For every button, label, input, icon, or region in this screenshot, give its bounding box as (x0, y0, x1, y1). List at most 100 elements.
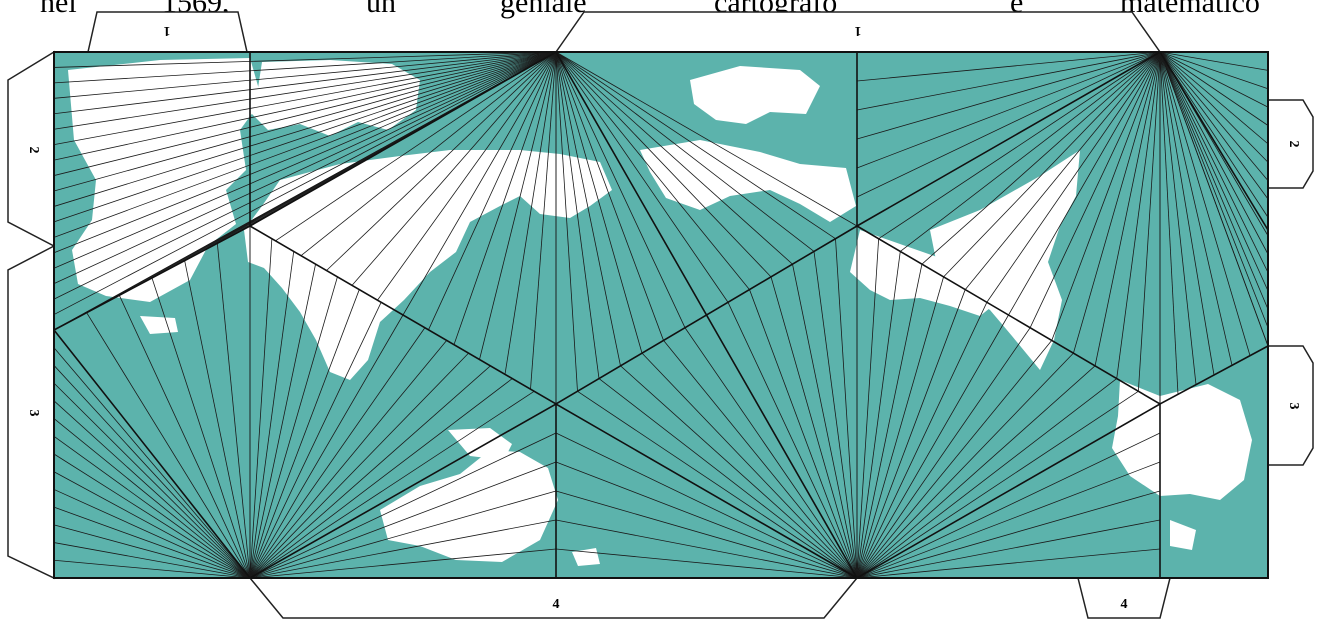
face-boundaries (53, 51, 1269, 579)
projection-ray (555, 51, 836, 240)
header-word: nel (40, 0, 77, 19)
projection-ray (1159, 51, 1269, 218)
projection-ray (856, 51, 1161, 140)
land-mass-east-peninsula (850, 230, 1000, 316)
projection-ray (1159, 51, 1269, 163)
projection-ray (53, 51, 557, 68)
header-word: geniale (500, 0, 587, 19)
projection-ray (249, 352, 469, 579)
projection-ray (555, 51, 815, 252)
projection-ray (53, 51, 557, 192)
glue-tabs (7, 11, 1314, 619)
projection-ray (684, 327, 858, 579)
projection-ray (856, 352, 1074, 579)
projection-ray (900, 51, 1161, 252)
projection-ray (53, 51, 557, 285)
projection-ray (118, 295, 251, 579)
projection-ray (792, 264, 858, 579)
projection-ray (856, 548, 1161, 579)
projection-ray (727, 302, 858, 579)
projection-ray (53, 51, 557, 238)
projection-ray (878, 51, 1161, 240)
projection-ray (53, 382, 251, 579)
projection-ray (249, 314, 404, 579)
projection-ray (216, 243, 251, 579)
projection-ray (555, 51, 578, 392)
projection-ray (921, 51, 1161, 265)
projection-ray (249, 264, 316, 579)
projection-ray (856, 251, 901, 579)
projection-ray (856, 51, 1161, 82)
projection-ray (555, 519, 858, 579)
projection-ray (249, 276, 338, 579)
projection-ray (53, 506, 251, 579)
projection-ray (1008, 51, 1161, 316)
projection-ray (428, 51, 557, 331)
projection-ray (1116, 51, 1161, 379)
header-word: un (366, 0, 396, 19)
projection-ray (53, 471, 251, 579)
projection-ray (53, 51, 557, 130)
tab-label-top-left: 1 (164, 23, 171, 38)
projection-ray (53, 347, 251, 579)
projection-ray (249, 238, 273, 579)
projection-ray (53, 524, 251, 579)
projection-ray (53, 51, 557, 176)
projection-ray (1159, 51, 1269, 310)
projection-ray (300, 51, 557, 256)
projection-ray (856, 314, 1009, 579)
projection-ray (1159, 51, 1269, 71)
projection-ray (856, 264, 923, 579)
projection-ray (249, 251, 295, 579)
projection-ray (856, 432, 1161, 579)
projection-ray (249, 340, 448, 579)
projection-ray (53, 51, 557, 269)
projection-ray (53, 51, 557, 223)
projection-ray (53, 51, 557, 315)
projection-ray (555, 51, 600, 379)
projection-ray (856, 51, 1161, 111)
projection-ray (1094, 51, 1161, 366)
projection-ray (856, 51, 1161, 198)
projection-ray (275, 51, 557, 242)
land-mass-southeast-isles (1170, 520, 1196, 550)
projection-ray (555, 51, 729, 303)
projection-ray (249, 365, 491, 579)
face-boundary (1159, 51, 1269, 231)
land-mass-northern-continent (244, 150, 612, 380)
projection-ray (555, 51, 643, 354)
projection-ray (53, 435, 251, 579)
projection-ray (555, 461, 858, 579)
land-mass-southwest-isles (448, 428, 512, 460)
projection-ray (249, 548, 557, 579)
projection-ray (555, 51, 793, 265)
projection-ray (249, 432, 557, 579)
face-boundary (555, 51, 858, 579)
projection-ray (856, 519, 1161, 579)
projection-ray (856, 51, 1161, 169)
projection-ray (1137, 51, 1161, 392)
projection-ray (53, 51, 557, 115)
projection-ray (1159, 51, 1269, 255)
projection-ray (504, 51, 557, 375)
projection-ray (53, 542, 251, 579)
projection-ray (598, 378, 858, 579)
tab-label-bottom-right: 4 (1121, 597, 1128, 612)
projection-ray (53, 51, 557, 146)
projection-ray (1029, 51, 1161, 328)
projection-ray (856, 302, 988, 579)
tab-label-right-upper: 2 (1286, 141, 1301, 148)
projection-ray (813, 251, 858, 579)
projection-ray (986, 51, 1161, 303)
projection-ray (86, 312, 251, 579)
projection-ray (1159, 51, 1233, 366)
projection-ray (1159, 51, 1215, 376)
projection-ray (856, 390, 1139, 579)
projection-ray (1159, 51, 1269, 328)
projection-ray (555, 548, 858, 579)
projection-ray (1159, 51, 1269, 181)
projection-ray (856, 378, 1117, 579)
projection-ray (1159, 51, 1269, 145)
land-mass-arctic-islands (250, 60, 420, 136)
